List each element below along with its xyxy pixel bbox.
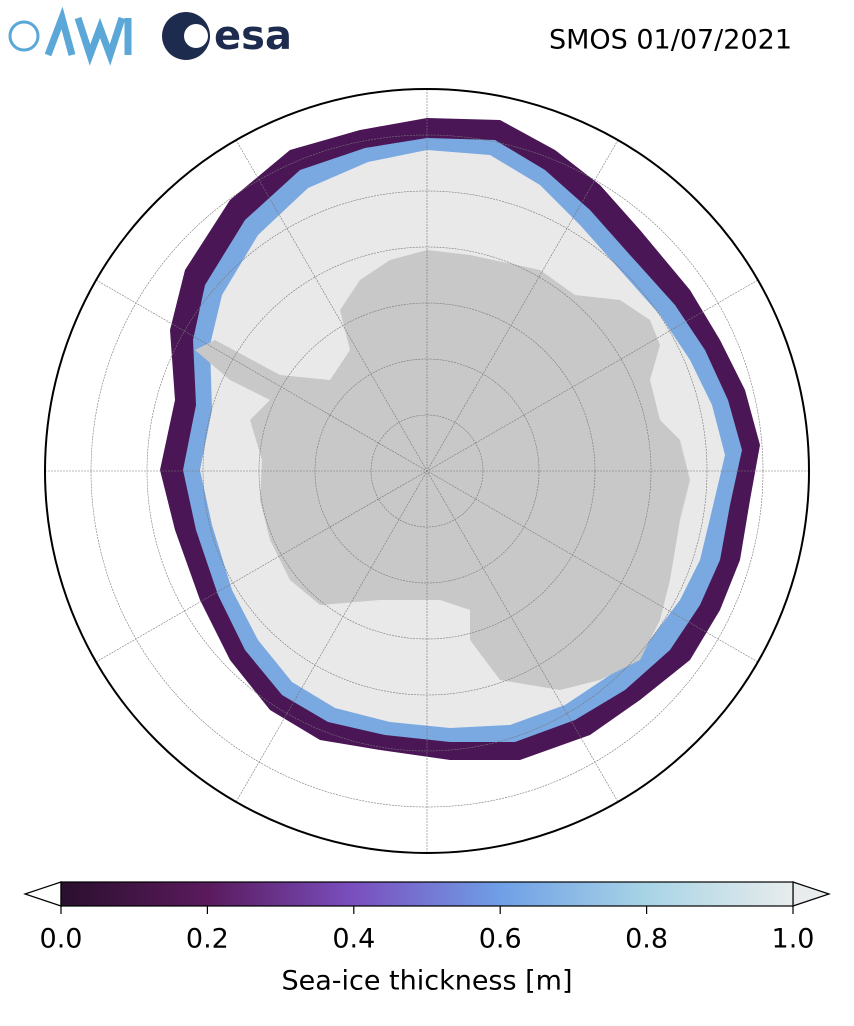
tick-label: 0.2 [186,924,229,955]
awi-logo [8,6,132,66]
esa-text: esa [214,13,292,59]
colorbar: Sea-ice thickness [m] 0.0 0.2 0.4 0.6 0.8 1.0 [23,881,831,997]
title: SMOS 01/07/2021 [549,25,792,56]
under-extend [23,881,62,907]
tick-label: 0.8 [625,924,668,955]
colorbar-body [60,881,794,907]
over-extend [792,881,831,907]
antarctica [195,250,690,690]
map [45,89,809,853]
tick-label: 1.0 [772,924,815,955]
tick-label: 0.6 [479,924,522,955]
tick-label: 0.4 [332,924,375,955]
esa-logo: esa [162,12,292,60]
map-border [44,88,810,854]
colorbar-label: Sea-ice thickness [m] [281,966,572,997]
graticule [45,89,809,853]
tick-label: 0.0 [40,924,83,955]
